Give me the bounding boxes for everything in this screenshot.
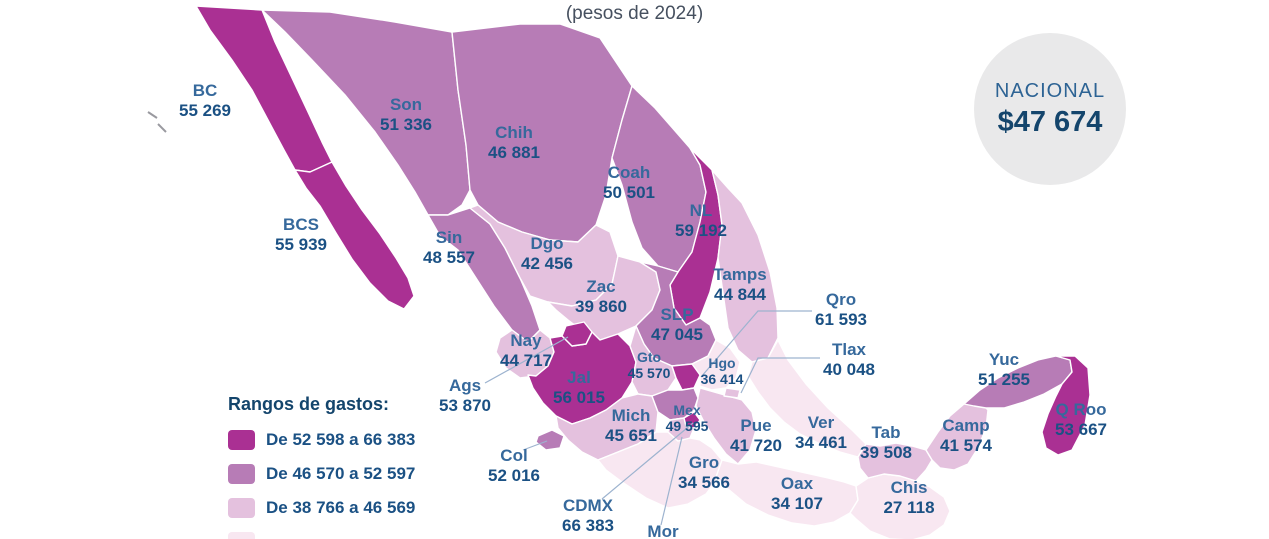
state-label-zac: Zac 39 860 [575,277,627,316]
national-value: $47 674 [997,105,1103,138]
state-label-mor: Mor [647,522,679,539]
state-shape-oax [715,459,859,527]
state-label-yuc: Yuc 51 255 [978,350,1030,389]
leader-line-tlax [740,357,820,394]
state-label-tamps: Tamps 44 844 [713,265,767,304]
state-label-sin: Sin 48 557 [423,228,475,267]
state-label-qro: Qro 61 593 [815,290,867,329]
state-label-dgo: Dgo 42 456 [521,234,573,273]
legend-swatch-1 [228,463,255,484]
legend-row-0: De 52 598 a 66 383 [228,429,415,450]
state-label-oax: Oax 34 107 [771,474,823,513]
state-label-mex: Mex 49 595 [666,402,709,434]
legend-swatch-2 [228,497,255,518]
state-label-bc: BC 55 269 [179,81,231,120]
national-badge: NACIONAL $47 674 [974,33,1126,185]
state-label-chih: Chih 46 881 [488,123,540,162]
legend-row-1: De 46 570 a 52 597 [228,463,415,484]
legend-swatch-0 [228,429,255,450]
state-labels: BC 55 269 BCS 55 939 Son 51 336 Chih 46 881 Coah… [179,81,1107,539]
state-label-ags: Ags 53 870 [439,376,491,415]
state-label-hgo: Hgo 36 414 [701,355,744,387]
state-label-gto: Gto 45 570 [628,349,671,381]
state-label-cdmx: CDMX 66 383 [562,496,614,535]
state-shape-camp [925,399,989,471]
legend-label-1: De 46 570 a 52 597 [266,463,416,483]
state-label-col: Col 52 016 [488,446,540,485]
state-label-jal: Jal 56 015 [553,368,605,407]
state-shape-bcs [294,161,415,310]
state-shape-hgo [691,339,741,391]
state-shape-gro [597,431,723,509]
legend: Rangos de gastos: De 52 598 a 66 383 De 4… [228,394,415,539]
state-label-son: Son 51 336 [380,95,432,134]
leader-line-ags [484,336,569,384]
state-label-qroo: Q Roo 53 667 [1055,400,1107,439]
map-subtitle: (pesos de 2024) [565,3,704,24]
leader-line-cdmx [601,422,694,500]
legend-swatch-3 [228,531,255,539]
legend-row-3 [228,531,415,539]
leader-lines [484,310,820,526]
legend-row-2: De 38 766 a 46 569 [228,497,415,518]
state-shape-mex [651,387,699,421]
state-label-pue: Pue 41 720 [730,416,782,455]
state-label-ver: Ver 34 461 [795,413,847,452]
state-label-tab: Tab 39 508 [860,423,912,462]
state-label-slp: SLP 47 045 [651,305,703,344]
state-shapes [195,5,1091,539]
state-shape-tlax [723,387,741,399]
national-label: NACIONAL [994,79,1106,102]
legend-title: Rangos de gastos: [228,394,390,414]
state-label-gro: Gro 34 566 [678,453,730,492]
legend-label-2: De 38 766 a 46 569 [266,497,416,517]
state-label-bcs: BCS 55 939 [275,215,327,254]
state-label-mich: Mich 45 651 [605,406,657,445]
state-label-nay: Nay 44 717 [500,331,552,370]
pacific-islands-icon [147,111,167,133]
legend-label-0: De 52 598 a 66 383 [266,429,416,449]
state-shape-gto [629,325,677,397]
state-label-chis: Chis 27 118 [883,478,934,517]
legend-rows: De 52 598 a 66 383 De 46 570 a 52 597 De 3… [228,429,415,539]
state-shape-cdmx [683,411,701,429]
state-shape-col [535,429,565,451]
state-label-camp: Camp 41 574 [940,416,993,455]
state-shape-tab [857,442,933,482]
leader-line-mor [660,436,683,526]
leader-line-qro [700,310,812,378]
state-label-coah: Coah 50 501 [603,163,655,202]
leader-line-col [522,440,548,451]
state-label-nl: NL 59 192 [675,201,727,240]
state-shape-ags [561,321,593,347]
state-shape-mich [555,393,659,461]
state-shape-qroo [1041,355,1091,456]
state-label-tlax: Tlax 40 048 [823,340,875,379]
